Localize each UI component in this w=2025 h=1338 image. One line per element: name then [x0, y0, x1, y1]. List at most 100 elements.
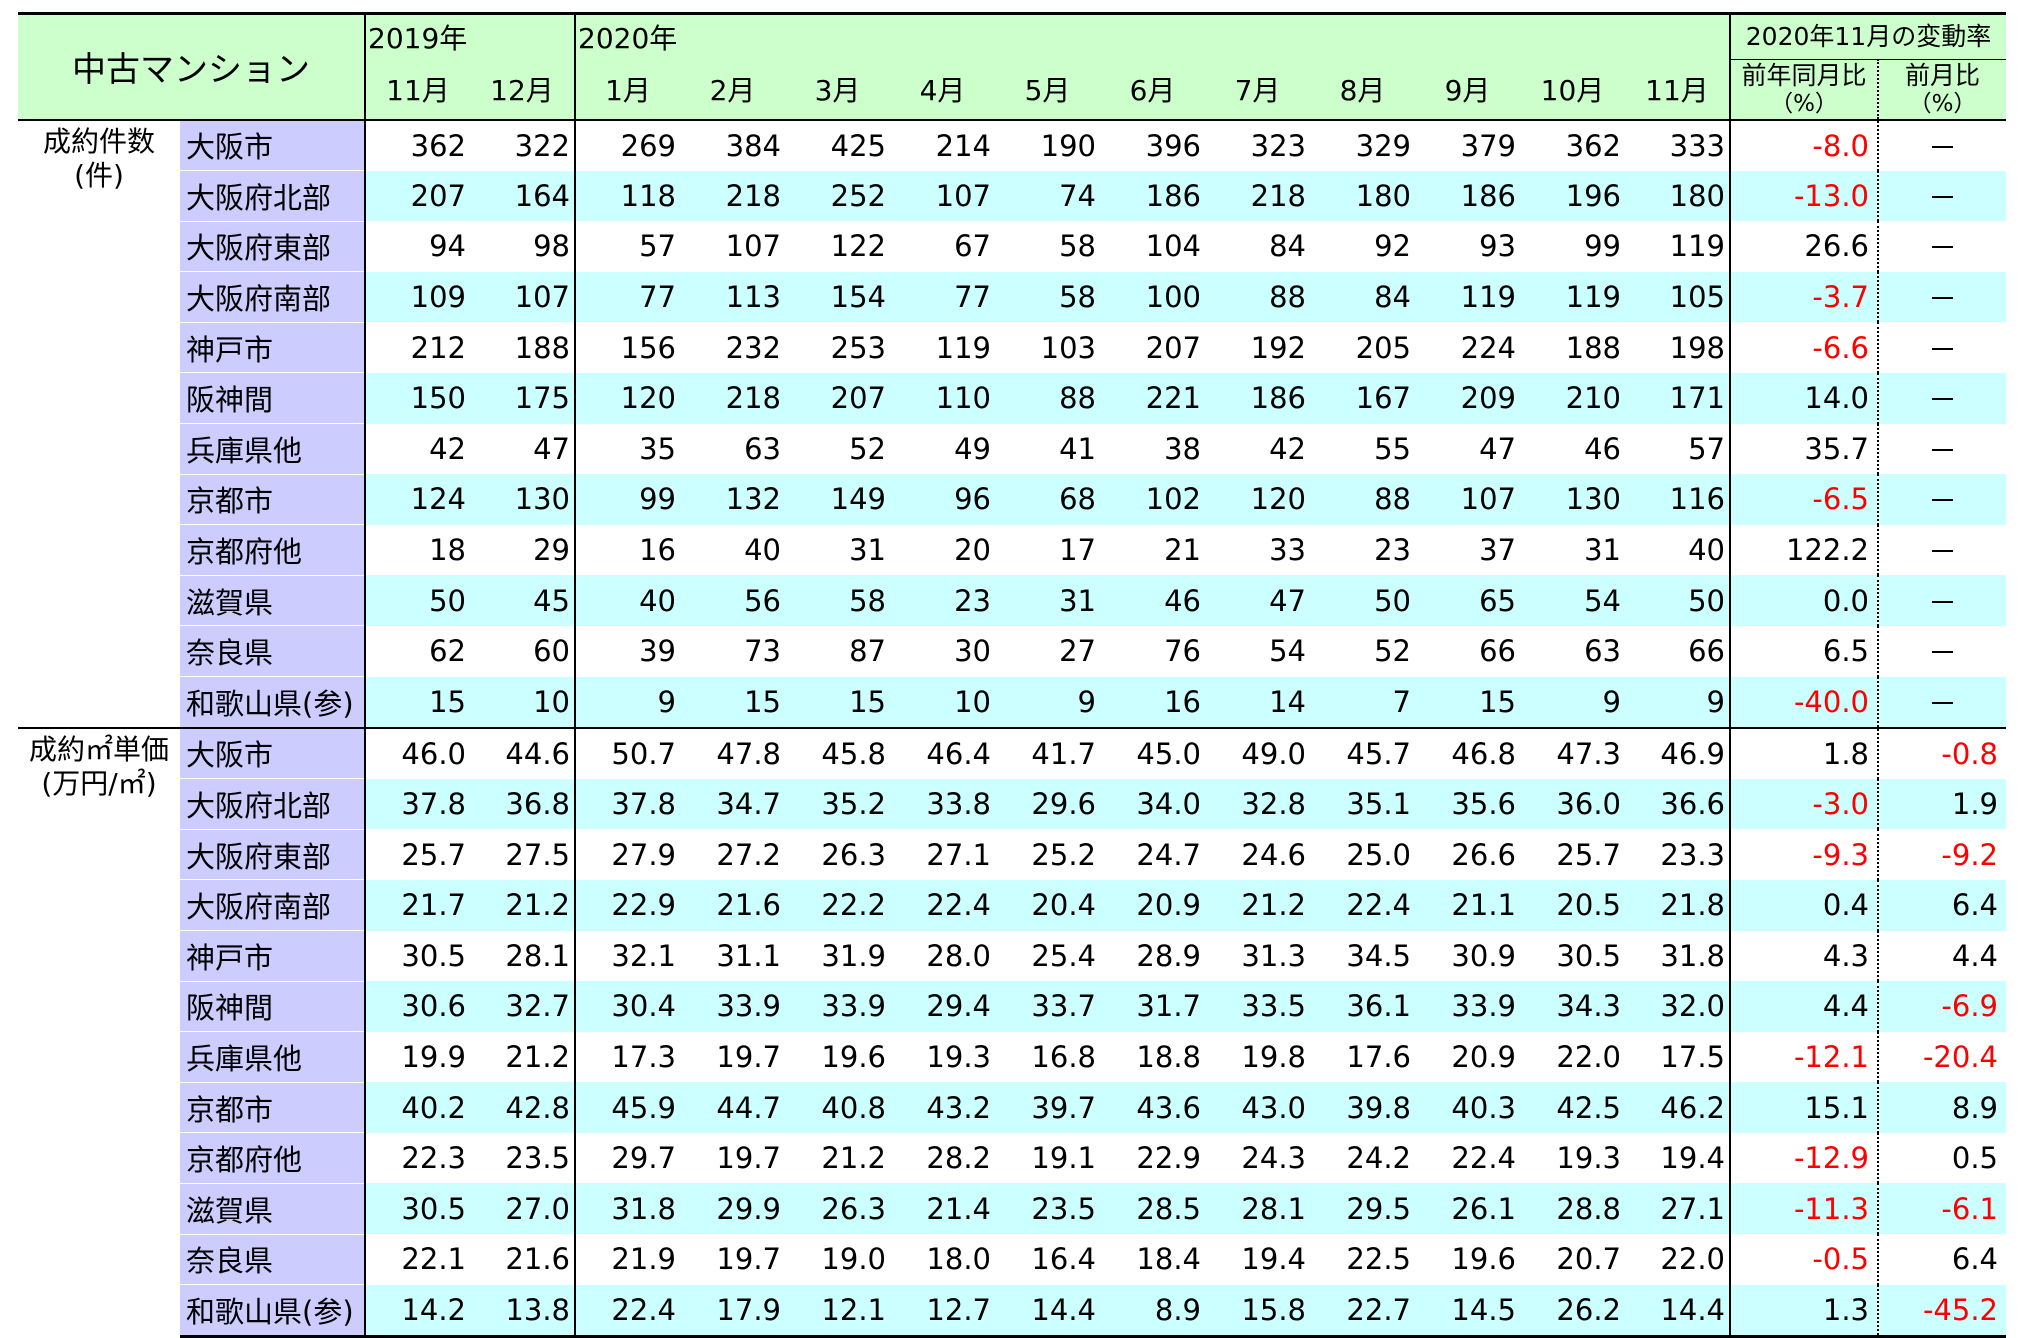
- value-cell: 27.0: [470, 1183, 575, 1235]
- value-cell: 25.7: [1556, 837, 1621, 872]
- value-cell: 30.5: [364, 930, 470, 982]
- table-row: 大阪府東部 25.7 27.5 27.9 27.2 26.3 27.1 25.2 24.7 24.…: [18, 829, 2006, 881]
- region-label: 神戸市: [180, 930, 365, 982]
- value-cell: 34.7: [680, 778, 785, 830]
- month-header: 11月: [1625, 59, 1730, 120]
- region-label: 大阪府東部: [180, 829, 365, 881]
- yoy-cell: 4.3: [1729, 930, 1878, 982]
- region-label: 大阪市: [180, 118, 365, 172]
- value-cell: 43.6: [1100, 1082, 1205, 1133]
- value-cell: 192: [1250, 330, 1306, 365]
- value-cell: 22.2: [785, 879, 890, 931]
- mom-cell: 1.9: [1877, 778, 2006, 830]
- value-cell: 99: [574, 474, 680, 525]
- yoy-cell: 26.6: [1729, 221, 1878, 272]
- section-label-unit: (万円/㎡): [41, 766, 157, 800]
- value-cell: 28.1: [505, 938, 570, 973]
- value-cell: 28.5: [1100, 1183, 1205, 1235]
- value-cell: 35.1: [1310, 778, 1415, 830]
- value-cell: 22.3: [364, 1132, 470, 1184]
- value-cell: 39: [574, 625, 680, 677]
- value-cell: 180: [1625, 170, 1730, 222]
- value-cell: 119: [1669, 229, 1725, 264]
- yoy-cell: -3.7: [1729, 271, 1878, 323]
- value-cell: 40.3: [1415, 1082, 1520, 1133]
- value-cell: 44.6: [470, 726, 575, 779]
- value-cell: 96: [890, 474, 995, 525]
- value-cell: 50: [1310, 575, 1415, 626]
- yoy-cell: -8.0: [1729, 118, 1878, 171]
- value-cell: 68: [995, 474, 1100, 525]
- value-cell: 19.4: [1660, 1141, 1725, 1176]
- value-cell: 24.7: [1136, 837, 1201, 872]
- value-cell: 12.7: [890, 1284, 995, 1338]
- value-cell: 17.3: [574, 1031, 680, 1083]
- value-cell: 22.4: [1310, 879, 1415, 931]
- value-cell: 196: [1520, 170, 1625, 222]
- value-cell: 214: [890, 118, 995, 171]
- mom-cell: -9.2: [1877, 829, 2006, 880]
- month-header: 11月: [364, 59, 470, 120]
- year-2020-header: 2020年: [574, 12, 1730, 60]
- value-cell: 84: [1310, 271, 1415, 323]
- value-cell: 118: [574, 170, 680, 222]
- value-cell: 34.3: [1520, 981, 1625, 1032]
- value-cell: 17.9: [680, 1284, 785, 1338]
- value-cell: 15: [1415, 676, 1520, 728]
- value-cell: 45.8: [785, 726, 890, 779]
- region-label: 京都市: [180, 1082, 365, 1134]
- value-cell: 73: [744, 634, 781, 669]
- value-cell: 35: [574, 423, 680, 475]
- region-label: 兵庫県他: [180, 1031, 365, 1083]
- value-cell: 15: [785, 676, 890, 728]
- value-cell: 45.9: [574, 1082, 680, 1133]
- value-cell: 120: [574, 372, 680, 424]
- value-cell: 32.1: [574, 930, 680, 982]
- region-label: 大阪府南部: [180, 879, 365, 931]
- region-label: 大阪府北部: [180, 778, 365, 830]
- value-cell: 102: [1100, 474, 1205, 525]
- mom-cell: -6.9: [1877, 981, 2006, 1032]
- table-row: 大阪府南部 21.7 21.2 22.9 21.6 22.2 22.4 20.4 20.9 21.…: [18, 879, 2006, 931]
- table-row: 滋賀県 50 45 40 56 58 23 31 46 47 50 65 54 50 0.0 －: [18, 575, 2006, 627]
- value-cell: 14.2: [364, 1284, 470, 1338]
- value-cell: 77: [574, 271, 680, 323]
- mom-cell: -6.1: [1877, 1183, 2006, 1235]
- value-cell: 57: [574, 221, 680, 272]
- value-cell: 252: [785, 170, 890, 222]
- value-cell: 26.1: [1415, 1183, 1520, 1235]
- mom-cell: -0.8: [1877, 726, 2006, 779]
- value-cell: 8.9: [1100, 1284, 1205, 1338]
- month-header: 12月: [470, 59, 575, 120]
- value-cell: 42: [364, 423, 470, 475]
- value-cell: 323: [1205, 118, 1310, 171]
- value-cell: 45.7: [1310, 726, 1415, 779]
- value-cell: 24.3: [1241, 1141, 1306, 1176]
- value-cell: 130: [1520, 474, 1625, 525]
- yoy-label: 前年同月比: [1741, 61, 1867, 91]
- value-cell: 47.3: [1520, 726, 1625, 779]
- value-cell: 21.6: [680, 879, 785, 931]
- used-condo-table: 中古マンション 2019年 2020年 2020年11月の変動率 11月 12月 1…: [18, 12, 2006, 1338]
- table-row: 成約㎡単価 (万円/㎡) 大阪市 46.0 44.6 50.7 47.8 45.8 46.4 41…: [18, 726, 2006, 1337]
- region-label: 阪神間: [180, 981, 365, 1033]
- value-cell: 33.9: [680, 981, 785, 1032]
- value-cell: 186: [1100, 170, 1205, 222]
- value-cell: 47: [1205, 575, 1310, 626]
- value-cell: 190: [995, 118, 1100, 171]
- region-label: 奈良県: [180, 1234, 365, 1286]
- value-cell: 30.5: [1556, 938, 1621, 973]
- value-cell: 40.8: [785, 1082, 890, 1133]
- value-cell: 19.3: [1556, 1141, 1621, 1176]
- month-header: 3月: [785, 59, 890, 120]
- value-cell: 19.6: [821, 1039, 886, 1074]
- yoy-cell: -11.3: [1729, 1183, 1878, 1235]
- value-cell: 20.9: [1451, 1039, 1516, 1074]
- value-cell: 30.4: [574, 981, 680, 1032]
- value-cell: 29.4: [890, 981, 995, 1032]
- value-cell: 105: [1625, 271, 1730, 323]
- section-label: 成約件数 (件): [18, 118, 180, 728]
- value-cell: 21.2: [470, 879, 575, 931]
- value-cell: 20.4: [995, 879, 1100, 931]
- value-cell: 34.0: [1100, 778, 1205, 830]
